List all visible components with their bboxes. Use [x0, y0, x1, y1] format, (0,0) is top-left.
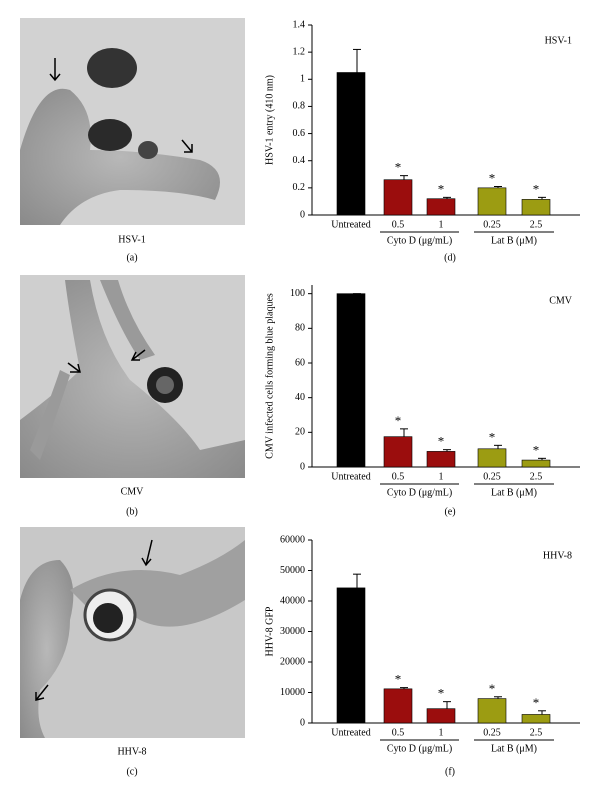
y-tick-label: 20000	[280, 656, 305, 667]
bar	[477, 698, 507, 724]
x-tick-label: Untreated	[331, 727, 370, 738]
significance-marker: *	[489, 681, 496, 696]
chart-annotation: HSV-1	[545, 35, 572, 46]
panel-label: (a)	[126, 252, 137, 263]
x-tick-label: 0.5	[392, 727, 405, 738]
y-tick-label: 60000	[280, 534, 305, 545]
y-tick-label: 100	[290, 288, 305, 299]
y-tick-label: 0	[300, 209, 305, 220]
bar	[426, 198, 456, 216]
bar	[383, 179, 413, 216]
y-tick-label: 0.2	[293, 182, 306, 193]
y-axis-label: HHV-8 GFP	[264, 606, 275, 656]
bar	[521, 199, 551, 216]
y-tick-label: 60	[295, 357, 305, 368]
y-tick-label: 40	[295, 392, 305, 403]
y-tick-label: 1.4	[293, 19, 306, 30]
bar	[426, 708, 456, 724]
significance-marker: *	[395, 160, 402, 175]
panel-label: (e)	[444, 506, 455, 517]
x-tick-label: 1	[439, 471, 444, 482]
significance-marker: *	[489, 170, 496, 185]
panel-label: (f)	[445, 766, 455, 777]
significance-marker: *	[438, 686, 445, 701]
y-axis-label: HSV-1 entry (410 nm)	[264, 75, 275, 165]
y-tick-label: 10000	[280, 687, 305, 698]
x-tick-label: 1	[439, 727, 444, 738]
bar	[383, 436, 413, 468]
y-tick-label: 0.4	[293, 155, 306, 166]
bar	[477, 448, 507, 468]
group-label: Lat B (μM)	[491, 235, 537, 246]
y-tick-label: 80	[295, 323, 305, 334]
significance-marker: *	[533, 181, 540, 196]
x-tick-label: Untreated	[331, 471, 370, 482]
x-tick-label: 0.25	[483, 471, 501, 482]
x-tick-label: 0.25	[483, 727, 501, 738]
image-caption: HSV-1	[118, 234, 145, 245]
significance-marker: *	[395, 672, 402, 687]
em-image-c	[20, 527, 245, 738]
image-caption: CMV	[121, 486, 145, 497]
x-tick-label: 2.5	[530, 219, 543, 230]
group-label: Lat B (μM)	[491, 487, 537, 498]
bar	[521, 459, 551, 468]
panel-label: (d)	[444, 252, 456, 263]
significance-marker: *	[489, 429, 496, 444]
y-tick-label: 0	[300, 461, 305, 472]
y-tick-label: 40000	[280, 595, 305, 606]
em-image-a	[20, 18, 245, 225]
group-label: Lat B (μM)	[491, 743, 537, 754]
y-tick-label: 30000	[280, 626, 305, 637]
chart-annotation: CMV	[549, 295, 573, 306]
significance-marker: *	[395, 413, 402, 428]
y-tick-label: 0	[300, 717, 305, 728]
y-tick-label: 1	[300, 74, 305, 85]
significance-marker: *	[438, 434, 445, 449]
group-label: Cyto D (μg/mL)	[387, 743, 452, 754]
y-tick-label: 50000	[280, 565, 305, 576]
x-tick-label: Untreated	[331, 219, 370, 230]
bar	[477, 187, 507, 216]
x-tick-label: 2.5	[530, 727, 543, 738]
panel-label: (c)	[126, 766, 137, 777]
x-tick-label: 0.5	[392, 471, 405, 482]
group-label: Cyto D (μg/mL)	[387, 235, 452, 246]
significance-marker: *	[533, 442, 540, 457]
group-label: Cyto D (μg/mL)	[387, 487, 452, 498]
bar	[383, 688, 413, 724]
bar	[336, 72, 366, 216]
em-image-b	[20, 275, 245, 478]
x-tick-label: 0.25	[483, 219, 501, 230]
image-caption: HHV-8	[117, 746, 146, 757]
bar	[521, 714, 551, 724]
panel-label: (b)	[126, 506, 138, 517]
y-tick-label: 0.6	[293, 128, 306, 139]
x-tick-label: 0.5	[392, 219, 405, 230]
bar	[426, 451, 456, 468]
significance-marker: *	[438, 181, 445, 196]
chart-annotation: HHV-8	[543, 550, 572, 561]
y-axis-label: CMV infected cells forming blue plaques	[264, 293, 275, 459]
bar	[336, 587, 366, 724]
y-tick-label: 1.2	[293, 46, 306, 57]
y-tick-label: 20	[295, 427, 305, 438]
bar	[336, 293, 366, 468]
x-tick-label: 2.5	[530, 471, 543, 482]
x-tick-label: 1	[439, 219, 444, 230]
y-tick-label: 0.8	[293, 101, 306, 112]
significance-marker: *	[533, 695, 540, 710]
